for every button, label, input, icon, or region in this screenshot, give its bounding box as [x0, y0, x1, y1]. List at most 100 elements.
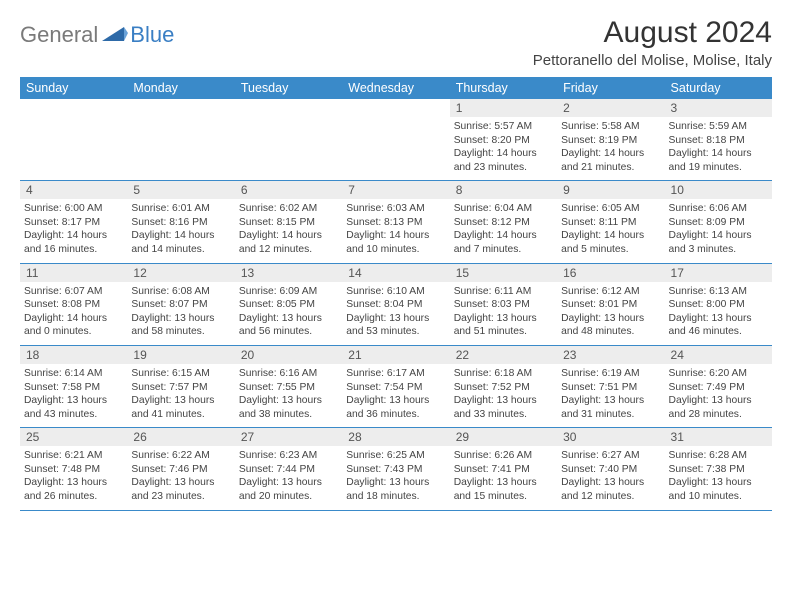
- day-number: 16: [557, 263, 664, 282]
- day-cell: Sunrise: 6:15 AMSunset: 7:57 PMDaylight:…: [127, 364, 234, 428]
- day-number: 5: [127, 181, 234, 200]
- day-cell: Sunrise: 6:22 AMSunset: 7:46 PMDaylight:…: [127, 446, 234, 510]
- day-header: Wednesday: [342, 77, 449, 99]
- sunrise-text: Sunrise: 6:08 AM: [131, 285, 230, 299]
- sunset-text: Sunset: 7:49 PM: [669, 381, 768, 395]
- sunrise-text: Sunrise: 6:02 AM: [239, 202, 338, 216]
- day-cell: Sunrise: 6:11 AMSunset: 8:03 PMDaylight:…: [450, 282, 557, 346]
- daylight-text: Daylight: 14 hours and 21 minutes.: [561, 147, 660, 174]
- day-number: 21: [342, 345, 449, 364]
- day-cell: Sunrise: 6:25 AMSunset: 7:43 PMDaylight:…: [342, 446, 449, 510]
- day-number: 1: [450, 99, 557, 117]
- sunset-text: Sunset: 8:11 PM: [561, 216, 660, 230]
- sunset-text: Sunset: 8:04 PM: [346, 298, 445, 312]
- day-number-row: 25262728293031: [20, 428, 772, 447]
- day-number: 18: [20, 345, 127, 364]
- sunset-text: Sunset: 7:48 PM: [24, 463, 123, 477]
- day-number: [342, 99, 449, 117]
- sunrise-text: Sunrise: 6:07 AM: [24, 285, 123, 299]
- sunrise-text: Sunrise: 6:28 AM: [669, 449, 768, 463]
- day-number: [235, 99, 342, 117]
- day-cell: Sunrise: 6:00 AMSunset: 8:17 PMDaylight:…: [20, 199, 127, 263]
- daylight-text: Daylight: 13 hours and 10 minutes.: [669, 476, 768, 503]
- daylight-text: Daylight: 14 hours and 5 minutes.: [561, 229, 660, 256]
- day-cell: Sunrise: 6:28 AMSunset: 7:38 PMDaylight:…: [665, 446, 772, 510]
- page-title: August 2024: [533, 16, 772, 50]
- day-number: 6: [235, 181, 342, 200]
- day-cell: Sunrise: 6:10 AMSunset: 8:04 PMDaylight:…: [342, 282, 449, 346]
- title-block: August 2024 Pettoranello del Molise, Mol…: [533, 16, 772, 69]
- sunset-text: Sunset: 8:03 PM: [454, 298, 553, 312]
- sunrise-text: Sunrise: 6:10 AM: [346, 285, 445, 299]
- sunset-text: Sunset: 8:16 PM: [131, 216, 230, 230]
- day-cell: Sunrise: 6:07 AMSunset: 8:08 PMDaylight:…: [20, 282, 127, 346]
- day-number: 25: [20, 428, 127, 447]
- day-cell: Sunrise: 6:20 AMSunset: 7:49 PMDaylight:…: [665, 364, 772, 428]
- day-header: Saturday: [665, 77, 772, 99]
- daylight-text: Daylight: 13 hours and 23 minutes.: [131, 476, 230, 503]
- sunrise-text: Sunrise: 6:15 AM: [131, 367, 230, 381]
- day-cell: Sunrise: 6:23 AMSunset: 7:44 PMDaylight:…: [235, 446, 342, 510]
- day-cell: Sunrise: 6:03 AMSunset: 8:13 PMDaylight:…: [342, 199, 449, 263]
- day-number: 12: [127, 263, 234, 282]
- sunset-text: Sunset: 7:52 PM: [454, 381, 553, 395]
- day-cell: Sunrise: 6:08 AMSunset: 8:07 PMDaylight:…: [127, 282, 234, 346]
- day-number: 4: [20, 181, 127, 200]
- daylight-text: Daylight: 14 hours and 3 minutes.: [669, 229, 768, 256]
- day-number: 2: [557, 99, 664, 117]
- logo-triangle-icon: [102, 24, 128, 47]
- sunrise-text: Sunrise: 5:57 AM: [454, 120, 553, 134]
- daylight-text: Daylight: 14 hours and 19 minutes.: [669, 147, 768, 174]
- sunrise-text: Sunrise: 6:25 AM: [346, 449, 445, 463]
- day-cell: Sunrise: 6:17 AMSunset: 7:54 PMDaylight:…: [342, 364, 449, 428]
- daylight-text: Daylight: 14 hours and 14 minutes.: [131, 229, 230, 256]
- sunset-text: Sunset: 7:54 PM: [346, 381, 445, 395]
- daylight-text: Daylight: 13 hours and 15 minutes.: [454, 476, 553, 503]
- day-number: 3: [665, 99, 772, 117]
- day-number: 13: [235, 263, 342, 282]
- day-number: 8: [450, 181, 557, 200]
- sunrise-text: Sunrise: 6:12 AM: [561, 285, 660, 299]
- daylight-text: Daylight: 13 hours and 26 minutes.: [24, 476, 123, 503]
- daylight-text: Daylight: 14 hours and 0 minutes.: [24, 312, 123, 339]
- day-number: 26: [127, 428, 234, 447]
- sunrise-text: Sunrise: 6:06 AM: [669, 202, 768, 216]
- sunrise-text: Sunrise: 6:04 AM: [454, 202, 553, 216]
- day-cell: Sunrise: 6:02 AMSunset: 8:15 PMDaylight:…: [235, 199, 342, 263]
- daylight-text: Daylight: 13 hours and 33 minutes.: [454, 394, 553, 421]
- day-cell: Sunrise: 6:27 AMSunset: 7:40 PMDaylight:…: [557, 446, 664, 510]
- day-number: [20, 99, 127, 117]
- day-cell: Sunrise: 6:09 AMSunset: 8:05 PMDaylight:…: [235, 282, 342, 346]
- daylight-text: Daylight: 13 hours and 12 minutes.: [561, 476, 660, 503]
- sunrise-text: Sunrise: 5:59 AM: [669, 120, 768, 134]
- sunrise-text: Sunrise: 6:05 AM: [561, 202, 660, 216]
- day-number: 9: [557, 181, 664, 200]
- day-number: 15: [450, 263, 557, 282]
- daylight-text: Daylight: 13 hours and 43 minutes.: [24, 394, 123, 421]
- day-cell: Sunrise: 6:01 AMSunset: 8:16 PMDaylight:…: [127, 199, 234, 263]
- day-cell: Sunrise: 6:26 AMSunset: 7:41 PMDaylight:…: [450, 446, 557, 510]
- sunrise-text: Sunrise: 6:09 AM: [239, 285, 338, 299]
- daylight-text: Daylight: 13 hours and 53 minutes.: [346, 312, 445, 339]
- sunrise-text: Sunrise: 6:00 AM: [24, 202, 123, 216]
- day-header: Friday: [557, 77, 664, 99]
- sunrise-text: Sunrise: 6:23 AM: [239, 449, 338, 463]
- day-cell: Sunrise: 6:16 AMSunset: 7:55 PMDaylight:…: [235, 364, 342, 428]
- daylight-text: Daylight: 14 hours and 7 minutes.: [454, 229, 553, 256]
- sunrise-text: Sunrise: 6:16 AM: [239, 367, 338, 381]
- day-cell: Sunrise: 6:05 AMSunset: 8:11 PMDaylight:…: [557, 199, 664, 263]
- day-number-row: 18192021222324: [20, 345, 772, 364]
- daylight-text: Daylight: 14 hours and 10 minutes.: [346, 229, 445, 256]
- daylight-text: Daylight: 13 hours and 31 minutes.: [561, 394, 660, 421]
- logo: General Blue: [20, 22, 174, 48]
- day-number: 10: [665, 181, 772, 200]
- location-subtitle: Pettoranello del Molise, Molise, Italy: [533, 52, 772, 69]
- sunset-text: Sunset: 7:41 PM: [454, 463, 553, 477]
- daylight-text: Daylight: 14 hours and 12 minutes.: [239, 229, 338, 256]
- sunrise-text: Sunrise: 5:58 AM: [561, 120, 660, 134]
- day-number: 23: [557, 345, 664, 364]
- day-header: Thursday: [450, 77, 557, 99]
- day-number: 22: [450, 345, 557, 364]
- day-cell: Sunrise: 6:14 AMSunset: 7:58 PMDaylight:…: [20, 364, 127, 428]
- daylight-text: Daylight: 13 hours and 58 minutes.: [131, 312, 230, 339]
